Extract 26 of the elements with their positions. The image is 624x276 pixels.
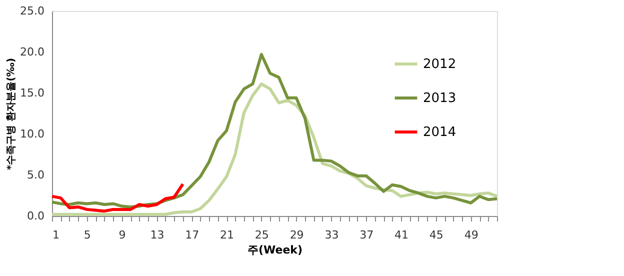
y-tick-label: 20.0 bbox=[20, 46, 44, 58]
x-tick-label: 41 bbox=[394, 228, 409, 242]
y-tick-label: 25.0 bbox=[20, 4, 44, 18]
x-tick-label: 33 bbox=[324, 228, 339, 242]
x-tick-label: 17 bbox=[185, 228, 200, 242]
y-tick-label: 10.0 bbox=[20, 128, 44, 140]
x-tick-label: 49 bbox=[464, 228, 478, 242]
legend-label: 2013 bbox=[423, 91, 456, 106]
x-tick-label: 1 bbox=[52, 228, 60, 242]
x-tick-label: 5 bbox=[84, 228, 91, 242]
x-tick-label: 9 bbox=[118, 228, 126, 242]
y-tick-label: 0.0 bbox=[27, 210, 44, 222]
x-tick-label: 45 bbox=[429, 228, 444, 242]
x-tick-label: 21 bbox=[220, 228, 234, 242]
x-tick-label: 37 bbox=[360, 228, 374, 242]
x-tick-label: 13 bbox=[150, 228, 164, 242]
x-axis-title: 주(Week) bbox=[247, 244, 303, 256]
y-tick-label: 15.0 bbox=[20, 86, 44, 100]
x-tick-label: 25 bbox=[254, 228, 269, 242]
y-tick-label: 5.0 bbox=[27, 168, 44, 182]
x-tick-label: 29 bbox=[290, 228, 304, 242]
line-series bbox=[50, 52, 498, 208]
line-series bbox=[50, 182, 184, 213]
legend-label: 2012 bbox=[423, 57, 456, 72]
legend-label: 2014 bbox=[423, 125, 456, 140]
y-axis-title: *수족구병 환자분율(‰) bbox=[6, 58, 18, 170]
